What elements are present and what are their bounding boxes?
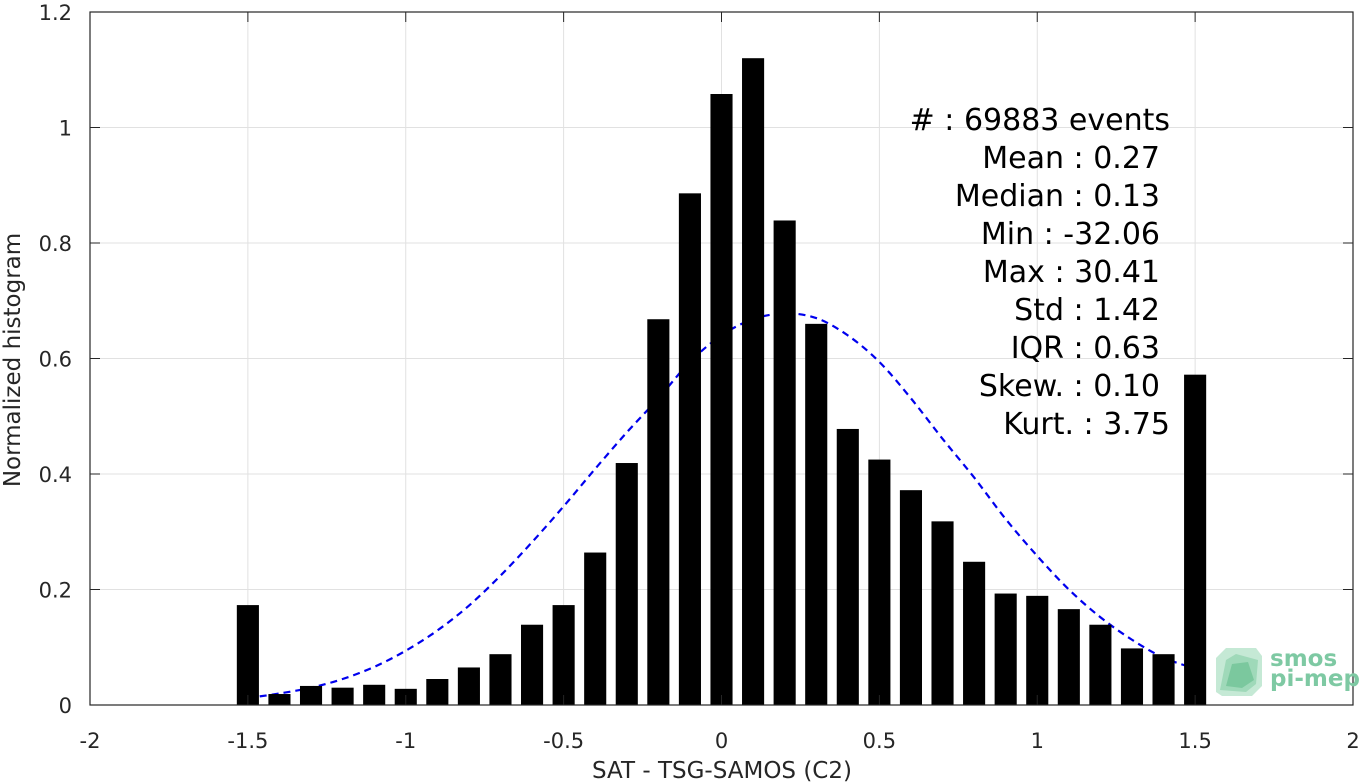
histogram-bar (268, 694, 291, 705)
x-tick-labels: -2 -1.5 -1 -0.5 0 0.5 1 1.5 2 (80, 729, 1360, 753)
histogram-bar (1120, 648, 1144, 705)
x-tick-label: 1 (1031, 729, 1044, 753)
histogram-bar (363, 684, 386, 705)
histogram-bar (236, 605, 259, 705)
stats-line: Max : 30.41 (983, 255, 1160, 290)
histogram-bar (520, 624, 544, 705)
y-tick-label: 0.4 (39, 463, 72, 487)
x-tick-label: 1.5 (1178, 729, 1211, 753)
histogram-bar (1184, 374, 1207, 705)
x-tick-label: -0.5 (543, 729, 584, 753)
stats-line: Min : -32.06 (981, 217, 1160, 252)
histogram-bar (805, 323, 828, 705)
y-tick-label: 0.8 (39, 232, 72, 256)
histogram-bar (1057, 609, 1080, 705)
stats-line: # : 69883 events (910, 103, 1170, 138)
stats-line: Std : 1.42 (1014, 293, 1160, 328)
x-tick-label: -2 (80, 729, 101, 753)
y-tick-label: 1.2 (39, 1, 72, 25)
y-tick-label: 0.2 (39, 579, 72, 603)
histogram-bar (1152, 654, 1175, 705)
x-tick-label: 0.5 (863, 729, 896, 753)
histogram-bar (331, 687, 354, 705)
logo-waves-icon (1216, 648, 1262, 696)
x-tick-label: -1.5 (227, 729, 268, 753)
histogram-bar (457, 667, 480, 705)
histogram-bar (836, 428, 859, 705)
histogram-bar (489, 654, 512, 705)
y-tick-label: 0.6 (39, 348, 72, 372)
histogram-bar (963, 561, 986, 705)
histogram-bar (742, 58, 765, 705)
histogram-bar (584, 552, 607, 705)
histogram-bar (299, 685, 323, 705)
y-axis-label: Normalized histogram (0, 233, 26, 487)
histogram-bar (552, 605, 575, 705)
axes-box (89, 11, 1354, 706)
smos-pi-mep-logo: smos pi-mep (1216, 646, 1360, 696)
histogram-bar (710, 94, 733, 705)
histogram-bar (678, 193, 701, 705)
x-tick-label: 2 (1346, 729, 1359, 753)
y-tick-label: 1 (59, 117, 72, 141)
histogram-bar (773, 220, 796, 706)
histogram-bar (426, 679, 449, 705)
histogram-bars (236, 58, 1207, 706)
histogram-bar (615, 463, 638, 705)
histogram-bar (868, 459, 891, 705)
x-tick-label: 0 (715, 729, 728, 753)
logo-line1: smos (1270, 646, 1337, 672)
histogram-bar (1089, 624, 1112, 705)
histogram-bar (1026, 595, 1049, 705)
logo-line2: pi-mep (1270, 666, 1360, 692)
y-tick-label: 0 (59, 694, 72, 718)
histogram-bar (899, 490, 923, 705)
stats-line: Median : 0.13 (955, 179, 1160, 214)
stats-line: Mean : 0.27 (982, 141, 1160, 176)
x-axis-label: SAT - TSG-SAMOS (C2) (592, 758, 852, 784)
histogram-bar (994, 593, 1017, 705)
histogram-bar (931, 521, 954, 705)
stats-line: IQR : 0.63 (1011, 331, 1160, 366)
x-tick-label: -1 (395, 729, 416, 753)
stats-line: Kurt. : 3.75 (1003, 407, 1170, 442)
stats-line: Skew. : 0.10 (979, 369, 1160, 404)
y-tick-labels: 0 0.2 0.4 0.6 0.8 1 1.2 (39, 1, 72, 718)
histogram-bar (647, 319, 670, 705)
